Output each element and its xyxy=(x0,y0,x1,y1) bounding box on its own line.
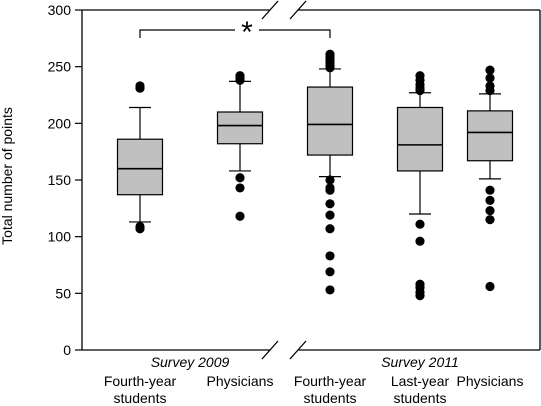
category-label: students xyxy=(394,390,447,406)
outlier-point xyxy=(485,185,495,195)
outlier-point xyxy=(235,173,245,183)
outlier-point xyxy=(485,65,495,75)
outlier-point xyxy=(325,49,335,59)
category-label: Physicians xyxy=(457,373,524,389)
outlier-point xyxy=(235,211,245,221)
outlier-point xyxy=(235,71,245,81)
outlier-point xyxy=(485,206,495,216)
outlier-point xyxy=(485,73,495,83)
boxes xyxy=(116,49,514,301)
box-3 xyxy=(306,49,354,295)
outlier-point xyxy=(485,281,495,292)
category-label: Fourth-year xyxy=(294,373,367,389)
group-label: Survey 2009 xyxy=(151,354,230,370)
outlier-point xyxy=(485,195,495,205)
outlier-point xyxy=(325,267,335,277)
outlier-point xyxy=(325,183,335,193)
outlier-point xyxy=(325,224,335,234)
outlier-point xyxy=(415,71,425,81)
outlier-point xyxy=(135,81,145,91)
box-iqr xyxy=(216,111,264,145)
category-labels: Survey 2009 Survey 2011Fourth-yearstudent… xyxy=(104,354,524,406)
category-label: students xyxy=(114,390,167,406)
outlier-point xyxy=(325,285,335,295)
outlier-point xyxy=(325,210,335,220)
box-5 xyxy=(466,65,514,292)
box-4 xyxy=(396,71,444,301)
axis-break-mark xyxy=(289,0,307,20)
axis-break-mark xyxy=(289,340,307,360)
category-label: Last-year xyxy=(391,373,450,389)
outlier-point xyxy=(325,251,335,261)
outlier-point xyxy=(485,81,495,91)
box-iqr xyxy=(396,106,444,172)
box-iqr xyxy=(306,86,354,156)
y-tick-label: 200 xyxy=(48,115,72,131)
box-iqr xyxy=(116,138,164,196)
y-axis-title: Total number of points xyxy=(0,107,15,245)
annotations: * xyxy=(139,16,331,49)
y-tick-label: 100 xyxy=(48,229,72,245)
outlier-point xyxy=(415,236,425,246)
outlier-point xyxy=(415,219,425,229)
y-tick-label: 300 xyxy=(48,2,72,18)
box-1 xyxy=(116,81,164,234)
y-tick-label: 150 xyxy=(48,172,72,188)
outlier-point xyxy=(135,221,145,232)
significance-star: * xyxy=(241,16,253,49)
category-label: Physicians xyxy=(207,373,274,389)
category-label: Fourth-year xyxy=(104,373,177,389)
box-2 xyxy=(216,71,264,221)
axis-break-mark xyxy=(261,0,279,20)
outlier-point xyxy=(235,183,245,193)
category-label: students xyxy=(304,390,357,406)
outlier-point xyxy=(325,199,335,209)
axis-break-mark xyxy=(261,340,279,360)
outlier-point xyxy=(325,175,335,185)
y-tick-label: 50 xyxy=(55,285,71,301)
outlier-point xyxy=(415,279,425,289)
star-background xyxy=(235,18,259,38)
group-label: Survey 2011 xyxy=(381,354,459,370)
box-iqr xyxy=(466,110,514,162)
y-tick-label: 250 xyxy=(48,59,72,75)
y-axis-ticks: 0 50 100 150 200 250 300 xyxy=(48,2,82,358)
outlier-point xyxy=(485,215,495,225)
y-tick-label: 0 xyxy=(63,342,71,358)
